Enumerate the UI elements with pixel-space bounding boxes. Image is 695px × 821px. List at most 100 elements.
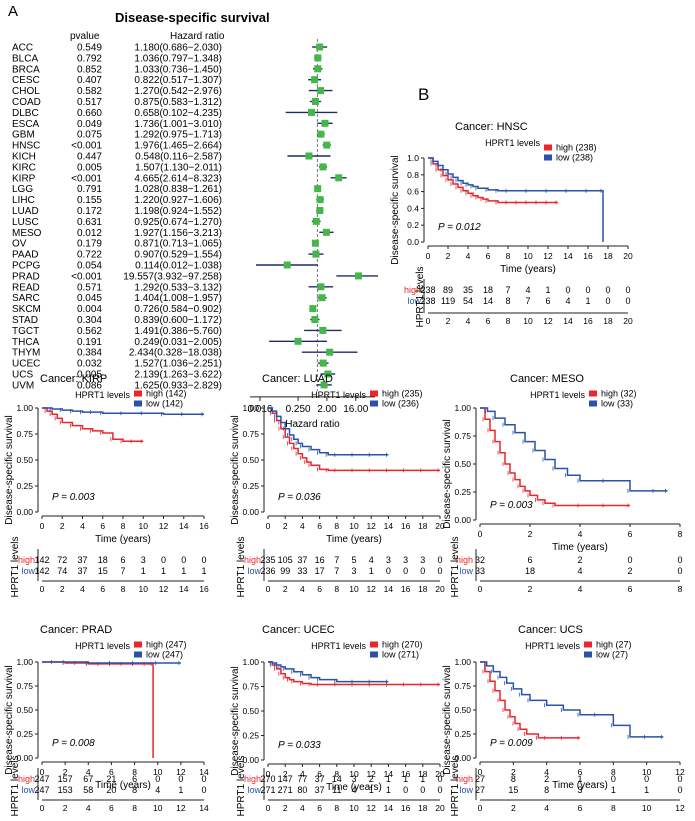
km-y-tick-label: 0.00: [16, 753, 33, 763]
risk-table-value: 153: [58, 785, 73, 795]
forest-pvalue: 0.562: [77, 326, 102, 337]
km-title: Cancer: PRAD: [40, 624, 112, 636]
km-x-tick-label: 6: [578, 767, 583, 777]
km-x-label: Time (years): [95, 534, 151, 545]
forest-hr-text: 1.625(0.933−2.829): [134, 380, 222, 391]
km-panel: Cancer: KIRP HPRT1 levels high (142)low (1…: [4, 373, 209, 597]
km-y-label: Disease-specific survival: [4, 665, 15, 774]
km-y-tick-label: 0.25: [16, 729, 33, 739]
km-y-label: Disease-specific survival: [4, 415, 15, 524]
panel-label-a: A: [8, 3, 18, 20]
forest-hr-text: 1.736(1.001−3.010): [134, 119, 222, 130]
km-legend-label: high (270): [382, 640, 423, 650]
km-x-tick-label: 18: [603, 251, 613, 261]
forest-hr-point: [321, 119, 329, 127]
km-legend-label: high (142): [146, 389, 187, 399]
forest-cancer-label: PRAD: [12, 271, 40, 282]
km-x-tick-label: 4: [86, 767, 91, 777]
risk-table-value: 1: [141, 566, 146, 576]
km-x-tick-label: 20: [435, 769, 445, 779]
forest-pvalue: 0.054: [77, 261, 102, 272]
risk-table-value: 0: [437, 774, 442, 784]
risk-table-x-tick-label: 4: [544, 803, 549, 813]
forest-cancer-label: STAD: [12, 315, 38, 326]
risk-table-value: 37: [77, 555, 87, 565]
km-x-label: Time (years): [326, 782, 382, 793]
forest-hr-point: [283, 261, 291, 269]
risk-table-value: 1: [577, 774, 582, 784]
km-y-tick-label: 0.50: [454, 459, 471, 469]
risk-table-value: 247: [34, 774, 49, 784]
forest-hr-point: [311, 316, 319, 323]
km-y-tick-label: 0.00: [454, 515, 471, 525]
forest-plot: ACC 0.549 1.180(0.686−2.030) BLCA 0.792 1.036…: [12, 39, 378, 430]
km-legend-swatch: [589, 400, 597, 407]
km-pvalue: P = 0.008: [52, 738, 95, 749]
km-title: Cancer: MESO: [510, 373, 584, 385]
km-panel: Cancer: PRAD HPRT1 levels high (247)low (2…: [4, 624, 209, 816]
risk-table-value: 8: [505, 296, 510, 306]
forest-hr-point: [326, 348, 334, 356]
forest-hr-point: [316, 207, 324, 214]
risk-table-value: 20: [106, 785, 116, 795]
forest-cancer-label: ACC: [12, 43, 33, 54]
forest-col-hr: Hazard ratio: [170, 31, 225, 42]
risk-table-value: 37: [315, 774, 325, 784]
forest-x-tick-label: 16.00: [343, 404, 368, 415]
risk-table-value: 15: [98, 566, 108, 576]
risk-table-x-tick-label: 2: [446, 316, 451, 326]
risk-table-x-tick-label: 10: [642, 803, 652, 813]
km-y-tick-label: 1.00: [454, 403, 471, 413]
risk-table-x-tick-label: 6: [486, 316, 491, 326]
km-y-tick-label: 1.00: [454, 657, 471, 667]
km-legend-swatch: [134, 400, 142, 407]
risk-table-value: 4: [577, 566, 582, 576]
risk-table-group: high: [244, 774, 261, 784]
forest-hr-text: 0.114(0.012−1.038): [135, 261, 222, 272]
forest-hr-point: [314, 54, 322, 62]
km-x-tick-label: 8: [506, 251, 511, 261]
forest-hr-text: 1.927(1.156−3.213): [134, 228, 222, 239]
risk-table-value: 1: [611, 785, 616, 795]
risk-table-x-tick-label: 2: [63, 803, 68, 813]
forest-hr-text: 2.434(0.328−18.038): [129, 348, 222, 359]
km-legend-label: low (238): [556, 153, 593, 163]
forest-cancer-label: LUSC: [12, 217, 39, 228]
risk-table-value: 7: [334, 555, 339, 565]
km-x-tick-label: 6: [317, 769, 322, 779]
forest-hr-point: [324, 370, 332, 378]
risk-table-value: 32: [475, 555, 485, 565]
risk-table-value: 6: [120, 555, 125, 565]
forest-hr-point: [316, 196, 324, 204]
forest-hr-point: [323, 141, 331, 149]
forest-pvalue: 0.631: [77, 217, 102, 228]
km-y-tick-label: 0.25: [16, 481, 33, 491]
km-pvalue: P = 0.012: [438, 222, 481, 233]
km-x-tick-label: 6: [628, 529, 633, 539]
risk-table-x-tick-label: 12: [366, 584, 376, 594]
risk-table-x-tick-label: 8: [121, 584, 126, 594]
km-legend-title: HPRT1 levels: [311, 390, 366, 400]
risk-table-group: low: [459, 785, 473, 795]
km-title: Cancer: LUAD: [262, 373, 333, 385]
km-x-tick-label: 4: [300, 769, 305, 779]
risk-table-x-tick-label: 2: [528, 584, 533, 594]
km-y-label: Disease-specific survival: [390, 155, 401, 264]
risk-table-x-tick-label: 16: [583, 316, 593, 326]
forest-hr-text: 0.822(0.517−1.307): [134, 75, 222, 86]
forest-cancer-label: CESC: [12, 75, 40, 86]
forest-pvalue: 0.384: [77, 348, 102, 359]
forest-hr-text: 1.028(0.838−1.261): [134, 184, 222, 195]
forest-cancer-label: THCA: [12, 337, 40, 348]
risk-table-label: HPRT1 levels: [450, 537, 461, 598]
km-legend-label: low (271): [382, 650, 419, 660]
km-curve: [480, 407, 668, 492]
risk-table-label: HPRT1 levels: [10, 756, 21, 817]
km-x-label: Time (years): [326, 534, 382, 545]
risk-table-label: HPRT1 levels: [450, 756, 461, 817]
km-legend-label: high (27): [596, 640, 632, 650]
risk-table-x-tick-label: 18: [418, 803, 428, 813]
km-legend-swatch: [584, 651, 592, 658]
forest-cancer-label: UCS: [12, 370, 33, 381]
forest-hr-text: 0.249(0.031−2.005): [134, 337, 222, 348]
